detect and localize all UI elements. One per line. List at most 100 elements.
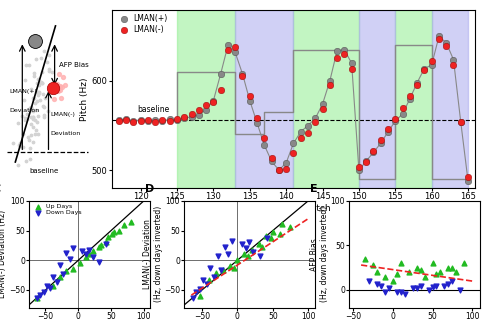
Point	[243, 253, 251, 259]
LMAN(+)	[136, 118, 144, 123]
Point	[196, 293, 203, 298]
Point	[219, 268, 227, 273]
Bar	[293, 10, 358, 188]
Point	[33, 113, 41, 118]
LMAN(+)	[180, 116, 188, 121]
Point	[247, 248, 255, 253]
Point	[448, 279, 455, 284]
Point	[47, 69, 55, 75]
Point	[30, 115, 37, 120]
Point	[38, 70, 45, 75]
Point	[439, 283, 447, 288]
Point	[452, 270, 459, 275]
LMAN(-)	[362, 159, 369, 165]
LMAN(-)	[441, 44, 449, 49]
Point	[404, 270, 412, 275]
Up Days	[69, 267, 77, 272]
Legend: Up Days, Down Days: Up Days, Down Days	[32, 204, 81, 215]
LMAN(+)	[463, 178, 471, 183]
LMAN(-)	[122, 118, 130, 123]
Point	[24, 134, 32, 139]
Point	[26, 156, 34, 162]
Down Days	[102, 242, 109, 247]
Point	[30, 70, 38, 75]
Up Days	[33, 295, 41, 300]
Point	[388, 279, 396, 284]
LMAN(-)	[224, 47, 231, 52]
Point	[267, 236, 275, 241]
LMAN(+)	[362, 158, 369, 164]
Point	[29, 108, 37, 113]
Point	[21, 115, 29, 121]
Point	[196, 286, 203, 291]
Point	[392, 289, 400, 294]
LMAN(-)	[202, 102, 210, 108]
Up Days	[76, 260, 83, 266]
LMAN(+)	[231, 50, 239, 55]
Point	[26, 105, 33, 110]
Point	[43, 59, 51, 64]
LMAN(-)	[180, 114, 188, 119]
Point	[275, 232, 283, 237]
LMAN(+)	[166, 117, 173, 122]
Point	[32, 127, 40, 133]
LMAN(+)	[434, 34, 442, 39]
LMAN(-)	[231, 45, 239, 50]
Point	[30, 74, 38, 79]
LMAN(-)	[354, 165, 362, 170]
Text: AFP Bias: AFP Bias	[59, 62, 89, 68]
Point	[199, 277, 207, 283]
LMAN(-)	[449, 62, 456, 67]
Up Days	[108, 231, 116, 236]
Point	[28, 87, 35, 92]
Point	[205, 277, 212, 283]
Text: baseline: baseline	[136, 105, 169, 114]
Down Days	[78, 249, 86, 254]
Point	[41, 105, 48, 110]
Point	[210, 274, 217, 280]
Up Days	[89, 249, 96, 254]
LMAN(+)	[398, 111, 406, 117]
Up Days	[126, 219, 134, 224]
LMAN(+)	[238, 71, 246, 76]
LMAN(-)	[325, 82, 333, 87]
LMAN(-)	[158, 118, 166, 123]
Down Days	[69, 246, 77, 251]
Up Days	[62, 268, 70, 273]
Point	[424, 287, 432, 293]
LMAN(-)	[253, 116, 260, 121]
Bar	[177, 10, 235, 188]
Up Days	[104, 234, 111, 239]
Down Days	[40, 289, 47, 294]
Point	[33, 80, 41, 85]
Point	[459, 260, 467, 266]
Point	[31, 100, 39, 105]
Point	[263, 236, 271, 241]
Point	[37, 79, 45, 85]
Point	[233, 257, 241, 262]
LMAN(+)	[412, 80, 420, 85]
Point	[384, 286, 392, 291]
LMAN(+)	[354, 168, 362, 173]
Point	[27, 114, 34, 120]
Point	[376, 283, 384, 288]
Bar	[235, 10, 293, 188]
Point	[34, 93, 42, 98]
LMAN(+)	[115, 118, 122, 123]
Y-axis label: LMAN(-) Deviation (Hz): LMAN(-) Deviation (Hz)	[0, 210, 7, 298]
LMAN(-)	[195, 107, 202, 112]
Point	[444, 265, 452, 270]
Point	[19, 145, 27, 150]
Point	[361, 256, 368, 261]
LMAN(+)	[303, 123, 311, 128]
LMAN(-)	[216, 87, 224, 92]
LMAN(+)	[224, 43, 231, 48]
LMAN(-)	[151, 119, 159, 124]
Text: LMAN(-): LMAN(-)	[50, 112, 75, 117]
Point	[22, 62, 30, 67]
Point	[229, 265, 237, 271]
Point	[396, 260, 404, 266]
LMAN(-)	[405, 94, 413, 99]
LMAN(+)	[318, 101, 326, 107]
Point	[41, 96, 48, 101]
